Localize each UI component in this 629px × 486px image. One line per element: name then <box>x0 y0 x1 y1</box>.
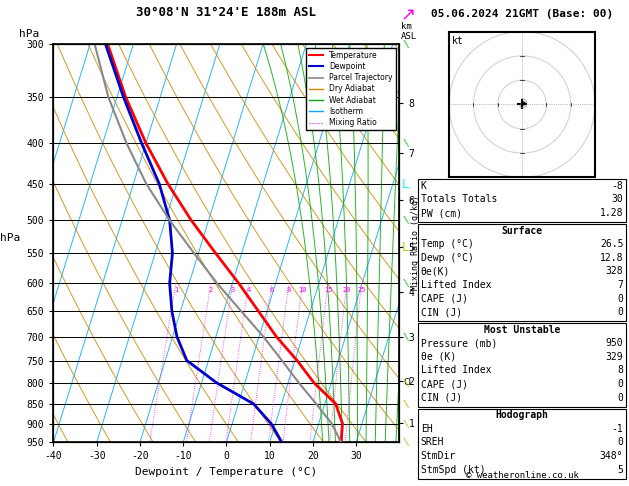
Legend: Temperature, Dewpoint, Parcel Trajectory, Dry Adiabat, Wet Adiabat, Isotherm, Mi: Temperature, Dewpoint, Parcel Trajectory… <box>306 48 396 130</box>
Text: 1: 1 <box>174 287 178 294</box>
Text: Pressure (mb): Pressure (mb) <box>421 338 497 348</box>
Text: EH: EH <box>421 424 433 434</box>
Text: 30: 30 <box>611 194 623 205</box>
Text: CAPE (J): CAPE (J) <box>421 294 468 304</box>
Text: Lifted Index: Lifted Index <box>421 365 491 376</box>
Text: Most Unstable: Most Unstable <box>484 325 560 335</box>
Text: 0: 0 <box>618 307 623 317</box>
Text: 348°: 348° <box>600 451 623 461</box>
Text: Totals Totals: Totals Totals <box>421 194 497 205</box>
Text: StmSpd (kt): StmSpd (kt) <box>421 465 486 475</box>
Text: hPa: hPa <box>19 29 39 39</box>
Y-axis label: hPa: hPa <box>0 233 20 243</box>
Text: 1.28: 1.28 <box>600 208 623 218</box>
Text: CIN (J): CIN (J) <box>421 393 462 403</box>
Text: km
ASL: km ASL <box>401 22 418 41</box>
Text: 25: 25 <box>357 287 365 294</box>
Text: SREH: SREH <box>421 437 444 448</box>
Text: /: / <box>403 278 411 288</box>
Text: 7: 7 <box>618 280 623 290</box>
Text: 26.5: 26.5 <box>600 239 623 249</box>
Text: 0: 0 <box>618 379 623 389</box>
Text: StmDir: StmDir <box>421 451 456 461</box>
Text: 329: 329 <box>606 352 623 362</box>
Text: 0: 0 <box>618 393 623 403</box>
Text: 30°08'N 31°24'E 188m ASL: 30°08'N 31°24'E 188m ASL <box>136 6 316 19</box>
Text: /: / <box>403 39 411 49</box>
Text: /: / <box>403 378 411 387</box>
Text: Mixing Ratio (g/kg): Mixing Ratio (g/kg) <box>411 195 420 291</box>
Text: -1: -1 <box>611 424 623 434</box>
Text: K: K <box>421 181 426 191</box>
Text: Dewp (°C): Dewp (°C) <box>421 253 474 263</box>
Text: 12.8: 12.8 <box>600 253 623 263</box>
Text: CIN (J): CIN (J) <box>421 307 462 317</box>
Text: 8: 8 <box>618 365 623 376</box>
Text: /: / <box>403 437 411 447</box>
Text: 328: 328 <box>606 266 623 277</box>
Text: PW (cm): PW (cm) <box>421 208 462 218</box>
Text: Lifted Index: Lifted Index <box>421 280 491 290</box>
Text: /: / <box>403 139 411 148</box>
Text: Temp (°C): Temp (°C) <box>421 239 474 249</box>
Text: θe(K): θe(K) <box>421 266 450 277</box>
Text: Hodograph: Hodograph <box>496 410 548 420</box>
Text: 20: 20 <box>342 287 351 294</box>
Text: © weatheronline.co.uk: © weatheronline.co.uk <box>465 471 579 480</box>
Text: 10: 10 <box>298 287 307 294</box>
X-axis label: Dewpoint / Temperature (°C): Dewpoint / Temperature (°C) <box>135 467 318 477</box>
Text: Surface: Surface <box>501 226 543 236</box>
Text: θe (K): θe (K) <box>421 352 456 362</box>
Text: 950: 950 <box>606 338 623 348</box>
Text: /: / <box>403 216 411 225</box>
Text: 8: 8 <box>287 287 291 294</box>
Text: L: L <box>401 242 408 254</box>
Text: 15: 15 <box>324 287 332 294</box>
Text: 0: 0 <box>618 294 623 304</box>
Text: kt: kt <box>452 36 464 47</box>
Text: ↗: ↗ <box>400 6 415 24</box>
Text: /: / <box>403 399 411 409</box>
Text: /: / <box>403 332 411 341</box>
Text: 2: 2 <box>209 287 213 294</box>
Text: 6: 6 <box>270 287 274 294</box>
Text: CAPE (J): CAPE (J) <box>421 379 468 389</box>
Text: CL: CL <box>404 378 415 387</box>
Text: 4: 4 <box>247 287 250 294</box>
Text: /: / <box>403 419 411 428</box>
Text: 05.06.2024 21GMT (Base: 00): 05.06.2024 21GMT (Base: 00) <box>431 9 613 19</box>
Text: 3: 3 <box>230 287 235 294</box>
Text: -8: -8 <box>611 181 623 191</box>
Text: L: L <box>401 178 408 191</box>
Text: 0: 0 <box>618 437 623 448</box>
Text: 5: 5 <box>618 465 623 475</box>
